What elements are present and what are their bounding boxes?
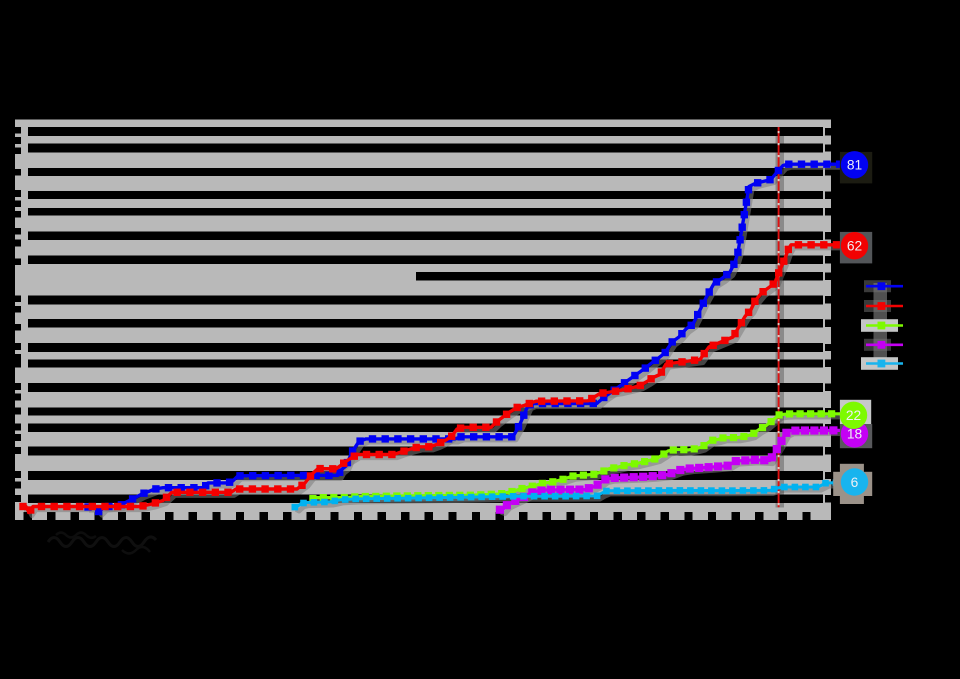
svg-text:22: 22 — [846, 408, 861, 423]
svg-text:18: 18 — [847, 427, 863, 442]
svg-text:81: 81 — [847, 158, 862, 173]
svg-text:62: 62 — [847, 239, 862, 254]
svg-text:6: 6 — [851, 475, 859, 490]
